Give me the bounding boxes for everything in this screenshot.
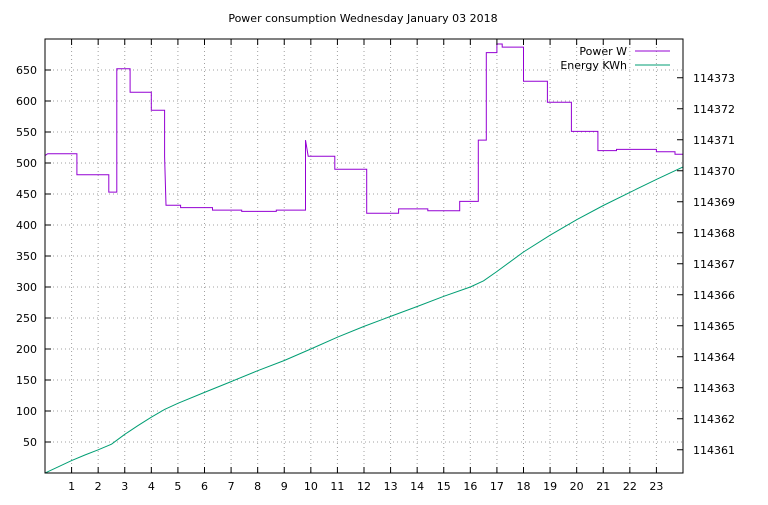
x-tick-label: 23 bbox=[649, 480, 663, 493]
axes: 1 2 3 4 5 6 7 8 9 10 11 12 13 14 15 16 17 18 19 20 21 22 23501… bbox=[16, 39, 735, 493]
y-tick-label: 200 bbox=[16, 343, 37, 356]
y-tick-label: 350 bbox=[16, 250, 37, 263]
x-tick-label: 22 bbox=[623, 480, 637, 493]
chart-title: Power consumption Wednesday January 03 2… bbox=[228, 12, 497, 25]
y2-tick-label: 114371 bbox=[693, 134, 735, 147]
y-tick-label: 150 bbox=[16, 374, 37, 387]
y-tick-label: 250 bbox=[16, 312, 37, 325]
x-tick-label: 9 bbox=[281, 480, 288, 493]
series-layer bbox=[45, 43, 683, 473]
y2-tick-label: 114365 bbox=[693, 320, 735, 333]
x-tick-label: 14 bbox=[410, 480, 424, 493]
y2-tick-label: 114373 bbox=[693, 72, 735, 85]
x-tick-label: 3 bbox=[121, 480, 128, 493]
y-tick-label: 500 bbox=[16, 157, 37, 170]
y2-tick-label: 114363 bbox=[693, 382, 735, 395]
legend-label: Power W bbox=[579, 45, 627, 58]
x-tick-label: 18 bbox=[517, 480, 531, 493]
x-tick-label: 6 bbox=[201, 480, 208, 493]
x-tick-label: 10 bbox=[304, 480, 318, 493]
y2-tick-label: 114364 bbox=[693, 351, 735, 364]
y-tick-label: 100 bbox=[16, 405, 37, 418]
series-line-energy bbox=[45, 166, 683, 473]
x-tick-label: 13 bbox=[384, 480, 398, 493]
y2-tick-label: 114368 bbox=[693, 227, 735, 240]
y2-tick-label: 114369 bbox=[693, 196, 735, 209]
y-tick-label: 550 bbox=[16, 126, 37, 139]
y2-tick-label: 114366 bbox=[693, 289, 735, 302]
x-tick-label: 16 bbox=[463, 480, 477, 493]
y-tick-label: 600 bbox=[16, 95, 37, 108]
x-tick-label: 20 bbox=[570, 480, 584, 493]
x-tick-label: 8 bbox=[254, 480, 261, 493]
y2-tick-label: 114367 bbox=[693, 258, 735, 271]
x-tick-label: 2 bbox=[95, 480, 102, 493]
y2-tick-label: 114361 bbox=[693, 444, 735, 457]
x-tick-label: 12 bbox=[357, 480, 371, 493]
y-tick-label: 650 bbox=[16, 64, 37, 77]
y-tick-label: 50 bbox=[23, 436, 37, 449]
x-tick-label: 19 bbox=[543, 480, 557, 493]
grid bbox=[45, 39, 683, 473]
x-tick-label: 17 bbox=[490, 480, 504, 493]
x-tick-label: 15 bbox=[437, 480, 451, 493]
x-tick-label: 5 bbox=[174, 480, 181, 493]
x-tick-label: 4 bbox=[148, 480, 155, 493]
y2-tick-label: 114362 bbox=[693, 413, 735, 426]
y2-tick-label: 114370 bbox=[693, 165, 735, 178]
legend-label: Energy KWh bbox=[560, 59, 627, 72]
x-tick-label: 21 bbox=[596, 480, 610, 493]
y-tick-label: 400 bbox=[16, 219, 37, 232]
x-tick-label: 7 bbox=[228, 480, 235, 493]
x-tick-label: 11 bbox=[330, 480, 344, 493]
y-tick-label: 300 bbox=[16, 281, 37, 294]
x-tick-label: 1 bbox=[68, 480, 75, 493]
y2-tick-label: 114372 bbox=[693, 103, 735, 116]
y-tick-label: 450 bbox=[16, 188, 37, 201]
series-line-power bbox=[45, 43, 683, 214]
